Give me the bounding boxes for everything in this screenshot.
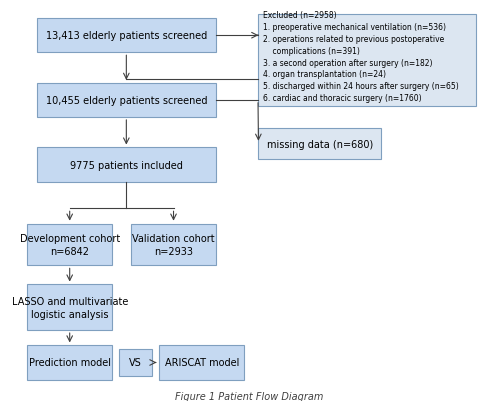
FancyBboxPatch shape bbox=[36, 83, 216, 118]
FancyBboxPatch shape bbox=[36, 148, 216, 182]
FancyBboxPatch shape bbox=[120, 349, 152, 376]
Text: Excluded (n=2958)
1. preoperative mechanical ventilation (n=536)
2. operations r: Excluded (n=2958) 1. preoperative mechan… bbox=[263, 11, 459, 103]
FancyBboxPatch shape bbox=[258, 15, 476, 106]
Text: Validation cohort
n=2933: Validation cohort n=2933 bbox=[132, 233, 215, 257]
Text: ARISCAT model: ARISCAT model bbox=[164, 358, 239, 368]
Text: Figure 1 Patient Flow Diagram: Figure 1 Patient Flow Diagram bbox=[175, 391, 323, 401]
Text: Prediction model: Prediction model bbox=[28, 358, 110, 368]
FancyBboxPatch shape bbox=[131, 224, 216, 266]
Text: VS: VS bbox=[130, 358, 142, 368]
Text: 13,413 elderly patients screened: 13,413 elderly patients screened bbox=[46, 31, 207, 41]
FancyBboxPatch shape bbox=[36, 19, 216, 53]
Text: 9775 patients included: 9775 patients included bbox=[70, 160, 183, 170]
Text: Development cohort
n=6842: Development cohort n=6842 bbox=[20, 233, 120, 257]
Text: missing data (n=680): missing data (n=680) bbox=[266, 139, 373, 149]
Text: 10,455 elderly patients screened: 10,455 elderly patients screened bbox=[46, 96, 207, 105]
FancyBboxPatch shape bbox=[160, 346, 244, 380]
FancyBboxPatch shape bbox=[27, 224, 112, 266]
FancyBboxPatch shape bbox=[258, 129, 381, 160]
Text: LASSO and multivariate
logistic analysis: LASSO and multivariate logistic analysis bbox=[12, 296, 128, 319]
FancyBboxPatch shape bbox=[27, 346, 112, 380]
FancyBboxPatch shape bbox=[27, 285, 112, 330]
